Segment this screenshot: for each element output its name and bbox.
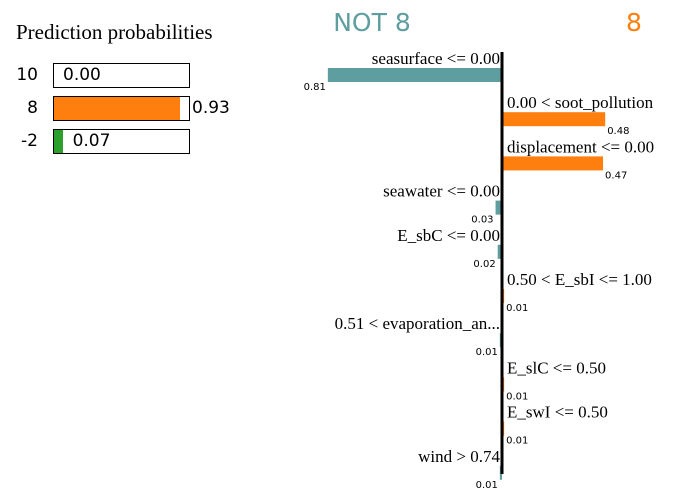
feature-label: E_swI <= 0.50: [507, 403, 608, 422]
probability-row-class-minus-2: -2 0.07: [0, 129, 260, 156]
probability-bar-frame: [53, 63, 190, 88]
feature-weight-label: 0.01: [506, 391, 528, 402]
feature-label: 0.00 < soot_pollution: [507, 93, 654, 112]
probability-value: 0.07: [72, 131, 111, 151]
probability-value: 0.00: [63, 65, 101, 85]
feature-label: displacement <= 0.00: [507, 137, 654, 156]
feature-label: E_sbC <= 0.00: [397, 226, 500, 245]
probability-bar-fill: [54, 130, 64, 153]
prediction-probabilities-title: Prediction probabilities: [16, 20, 213, 44]
feature-weight-label: 0.01: [476, 347, 498, 358]
feature-weight-label: 0.01: [476, 480, 498, 491]
feature-bar: [502, 156, 604, 171]
feature-label: 0.51 < evaporation_an...: [335, 314, 500, 333]
positive-class-header: 8: [626, 8, 642, 37]
feature-weight-label: 0.47: [605, 170, 627, 181]
feature-weight-label: 0.81: [304, 82, 326, 93]
feature-label: wind > 0.74: [418, 447, 500, 466]
feature-bar: [495, 200, 502, 215]
feature-weight-label: 0.02: [473, 259, 495, 270]
feature-label: seasurface <= 0.00: [372, 49, 500, 68]
feature-bar: [497, 244, 502, 259]
feature-bars: seasurface <= 0.00 0.81 0.00 < soot_pollut…: [304, 49, 655, 491]
probability-bar-frame: [53, 96, 190, 121]
probability-row-class-8: 8 0.93: [0, 96, 260, 123]
feature-weight-label: 0.01: [506, 436, 528, 447]
feature-weight-label: 0.01: [506, 303, 528, 314]
feature-bar: [502, 112, 606, 127]
class-label: -2: [21, 131, 38, 151]
feature-label: 0.50 < E_sbI <= 1.00: [507, 270, 652, 289]
probability-row-class-10: 10 0.00: [0, 63, 260, 90]
class-label: 8: [27, 98, 38, 118]
feature-weight-label: 0.48: [607, 126, 629, 137]
feature-label: seawater <= 0.00: [383, 182, 500, 201]
probability-bar-fill: [54, 97, 180, 120]
probability-bar-frame: [53, 129, 190, 154]
class-label: 10: [16, 65, 38, 85]
negative-class-header: NOT 8: [333, 8, 411, 37]
feature-label: E_slC <= 0.50: [507, 358, 606, 377]
feature-weight-label: 0.03: [471, 215, 493, 226]
feature-bar: [327, 68, 502, 82]
probability-value: 0.93: [192, 98, 230, 118]
